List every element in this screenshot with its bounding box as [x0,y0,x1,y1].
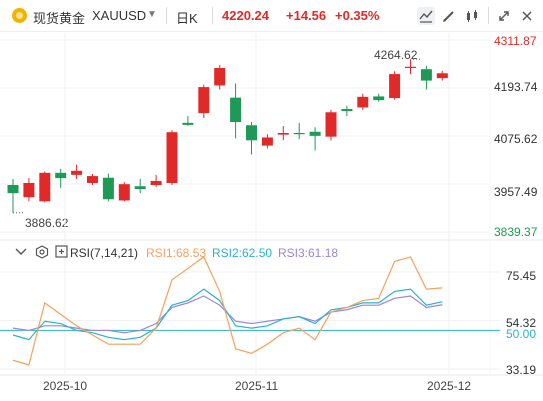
collapse-icon[interactable] [14,245,28,262]
rsi1-line [12,256,443,366]
rsi-axis-label: 50.00 [506,327,537,341]
candle-body [309,131,321,136]
price-axis-label: 3957.49 [494,185,538,199]
candle-body [389,74,401,99]
toolbar-divider [488,7,489,24]
rsi-axis-label: 75.45 [506,269,537,283]
rsi1-value: RSI1:68.53 [146,246,207,260]
candle-body [357,96,369,108]
candle-body [420,69,432,81]
last-price: 4220.24 [222,8,269,23]
candle-body [182,122,194,125]
line-chart-icon [419,10,433,23]
settings-icon[interactable] [35,245,49,262]
rsi-legend-bar: RSI(7,14,21) RSI1:68.53 RSI2:62.50 RSI3:… [0,244,543,262]
close-icon [522,11,532,21]
toolbar-divider [212,7,213,24]
line-chart-button[interactable] [417,7,435,25]
price-axis-label: 4193.74 [494,80,538,94]
candle-body [261,137,273,146]
rsi-axis-label: 54.32 [506,316,537,330]
candle-body [436,73,448,79]
candle-body [102,177,114,200]
candle-body [118,184,130,201]
gold-coin-icon [12,8,27,23]
remove-indicator-icon[interactable] [55,245,68,261]
candle-body [87,176,98,183]
candle-body [214,67,226,86]
toolbar-divider [166,7,167,24]
low-price-annotation: 3886.62 [25,216,69,230]
candle-body [277,133,289,135]
price-change-percent: +0.35% [335,8,380,23]
symbol-toolbar: 现货黄金 XAUUSD ▼ 日K 4220.24 +14.56 +0.35% [0,0,543,32]
symbol-dropdown-caret-icon[interactable]: ▼ [147,9,157,20]
candle-body [23,182,35,198]
rsi3-line [12,295,443,334]
time-axis-label: 2025-12 [427,379,472,393]
indicator-button[interactable] [463,7,481,25]
candle-body [71,170,83,175]
rsi3-value: RSI3:61.18 [278,246,339,260]
rsi2-line [12,288,443,341]
time-axis-label: 2025-11 [235,379,279,393]
candle-body [341,109,353,112]
rsi2-value: RSI2:62.50 [212,246,273,260]
period-selector[interactable]: 日K [176,11,198,26]
candle-body [39,172,51,202]
candle-body [166,132,178,183]
draw-icon [443,11,454,22]
rsi-axis-label: 33.19 [506,363,537,377]
candle-body [150,180,162,186]
candle-body [55,172,67,179]
fullscreen-icon [499,11,509,21]
indicator-icon [467,10,477,22]
candle-body [198,87,210,114]
price-axis-label: 3839.37 [494,225,538,239]
candle-body [325,112,337,137]
high-price-annotation: 4264.62 [374,48,418,62]
price-change: +14.56 [286,8,327,23]
draw-tool-button[interactable] [440,7,458,25]
fullscreen-button[interactable] [495,7,513,25]
candle-body [134,186,146,190]
candle-body [373,96,385,101]
rsi-title: RSI(7,14,21) [70,246,139,260]
candle-body [405,66,416,68]
symbol-code[interactable]: XAUUSD [92,8,147,23]
close-chart-button[interactable] [518,7,536,25]
price-axis-label: 4075.62 [494,132,538,146]
candle-body [293,133,305,135]
symbol-name[interactable]: 现货黄金 [33,11,86,26]
time-axis-label: 2025-10 [43,379,88,393]
candle-body [246,125,257,141]
candle-body [230,97,242,123]
candle-body [7,185,19,194]
price-axis-label: 4311.87 [494,34,537,48]
